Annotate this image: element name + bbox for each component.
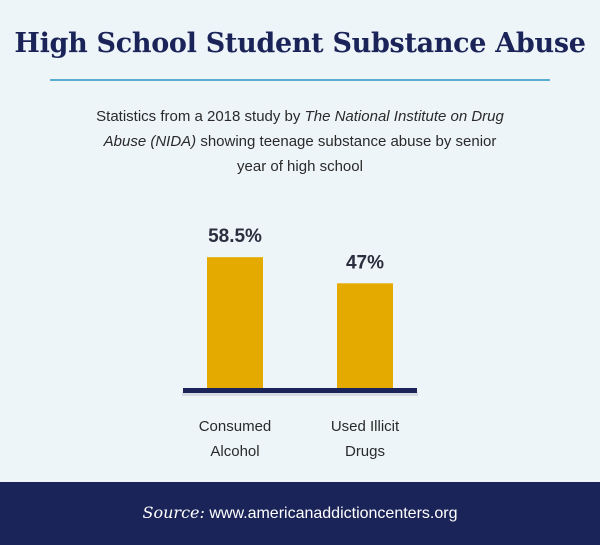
source-line: Source: www.americanaddictioncenters.org (0, 503, 600, 523)
page-title: High School Student Substance Abuse (14, 28, 586, 59)
title-divider (50, 79, 550, 81)
subtitle-text-end: showing teenage substance abuse by senio… (196, 133, 497, 175)
subtitle-source-name: The National Institute on Drug Abuse (NI… (103, 108, 504, 150)
category-label-2-line-1: Used Illicit (331, 418, 400, 435)
bar-1 (207, 257, 263, 390)
footer-bar: Source: www.americanaddictioncenters.org (0, 482, 600, 545)
x-axis-shadow (182, 392, 418, 396)
x-axis-line (183, 388, 417, 393)
source-url: www.americanaddictioncenters.org (209, 505, 458, 522)
bar-value-label-1: 58.5% (208, 226, 262, 247)
subtitle-text-start: Statistics from a 2018 study by (96, 108, 305, 125)
chart-subtitle: Statistics from a 2018 study by The Nati… (90, 104, 510, 179)
bar-value-label-2: 47% (346, 252, 384, 273)
bar-2 (337, 283, 393, 390)
category-label-1-line-2: Alcohol (210, 443, 259, 460)
category-label-1-line-1: Consumed (199, 418, 272, 435)
category-label-2-line-2: Drugs (345, 443, 385, 460)
bar-chart: 58.5% Consumed Alcohol 47% Used Illicit Drugs (182, 226, 418, 460)
source-label: Source: (142, 503, 205, 522)
